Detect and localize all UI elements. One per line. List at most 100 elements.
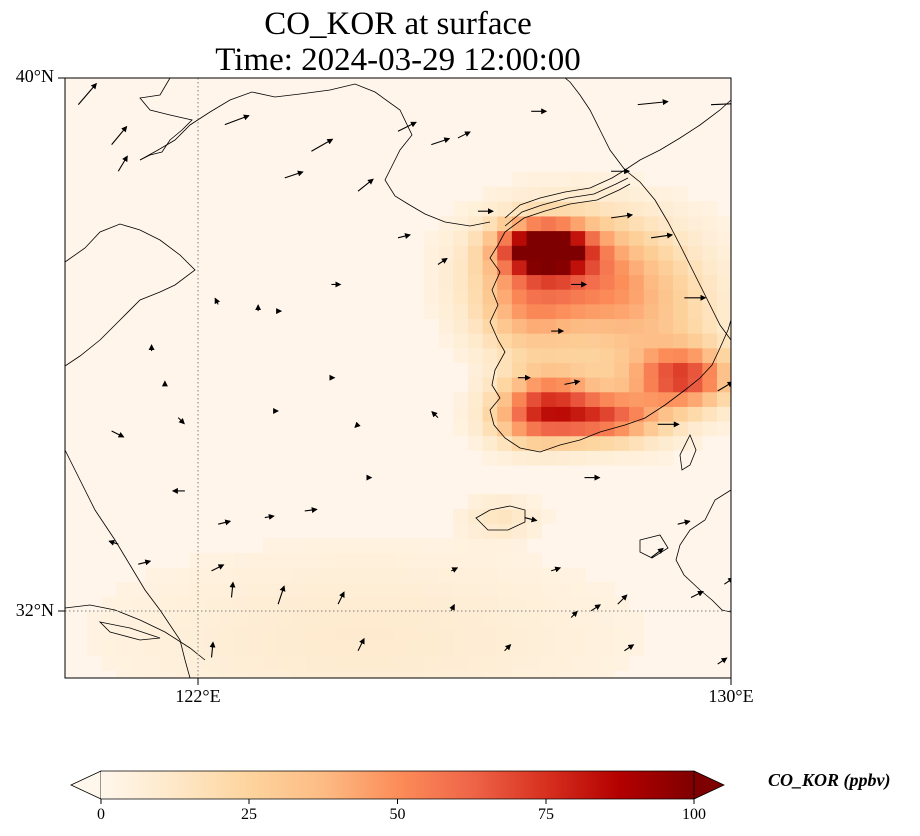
heat-cell bbox=[453, 274, 469, 290]
heat-cell bbox=[570, 567, 586, 583]
coastline-korea-border-3 bbox=[504, 183, 631, 233]
heat-cell bbox=[673, 377, 689, 393]
heat-cell bbox=[732, 377, 747, 392]
heat-cell bbox=[614, 259, 630, 276]
heat-cell bbox=[292, 552, 308, 569]
heat-cell bbox=[101, 626, 117, 642]
heat-cell bbox=[248, 655, 264, 671]
heat-cell bbox=[555, 626, 572, 642]
heat-cell bbox=[306, 552, 323, 569]
heat-cell bbox=[365, 626, 381, 642]
heat-cell bbox=[438, 303, 454, 320]
heat-cell bbox=[438, 274, 454, 290]
coastlines bbox=[65, 78, 731, 678]
heat-cell bbox=[482, 450, 498, 466]
heat-cell bbox=[717, 318, 731, 334]
heat-cell bbox=[453, 655, 469, 671]
heat-cell bbox=[306, 567, 323, 583]
heat-cell bbox=[511, 303, 528, 320]
heat-cell bbox=[511, 362, 528, 378]
heat-cell bbox=[292, 670, 308, 678]
heat-cell bbox=[629, 420, 645, 437]
heat-cell bbox=[643, 201, 660, 217]
heat-cell bbox=[482, 333, 498, 349]
heat-cell bbox=[160, 596, 176, 613]
heat-cell bbox=[453, 289, 469, 305]
heat-cell bbox=[233, 582, 249, 598]
heat-cell bbox=[717, 215, 731, 232]
coastline-north-korea-east bbox=[564, 78, 626, 171]
heat-cell bbox=[541, 333, 557, 349]
heat-cell bbox=[732, 245, 747, 260]
heat-cell bbox=[717, 377, 731, 393]
heat-cell bbox=[482, 303, 498, 320]
heat-cell bbox=[511, 201, 528, 217]
heat-cell bbox=[145, 582, 161, 598]
heat-cell bbox=[570, 655, 586, 671]
heat-cell bbox=[467, 611, 484, 627]
heat-cell bbox=[482, 435, 498, 451]
heat-cell bbox=[277, 582, 293, 598]
heat-cell bbox=[570, 274, 586, 290]
heat-cell bbox=[629, 201, 645, 217]
heat-cell bbox=[658, 245, 674, 261]
wind-arrow bbox=[611, 212, 634, 219]
heat-cell bbox=[511, 377, 528, 393]
heat-cell bbox=[541, 245, 557, 261]
coastline-north-korea-east-2 bbox=[624, 99, 731, 171]
heat-cell bbox=[497, 215, 513, 232]
heat-cell bbox=[306, 596, 323, 613]
heat-cell bbox=[453, 333, 469, 349]
heat-cell bbox=[218, 670, 235, 678]
heat-cell bbox=[453, 420, 469, 437]
chart-subtitle-time: Time: 2024-03-29 12:00:00 bbox=[215, 42, 581, 78]
heat-cell bbox=[585, 420, 601, 437]
heat-cell bbox=[526, 318, 542, 334]
heat-cell bbox=[673, 245, 689, 261]
heat-cell bbox=[336, 611, 352, 627]
wind-arrow bbox=[117, 155, 128, 172]
colorbar-gradient bbox=[101, 771, 694, 799]
heat-cell bbox=[262, 567, 279, 583]
heat-cell bbox=[643, 435, 660, 451]
heat-cell bbox=[423, 538, 440, 554]
heat-cell bbox=[599, 230, 616, 246]
heat-cell bbox=[204, 552, 220, 569]
heat-cell bbox=[614, 245, 630, 261]
heat-cell bbox=[687, 391, 703, 407]
colorbar-label-100: 100 bbox=[682, 806, 706, 823]
heat-cell bbox=[453, 611, 469, 627]
wind-arrow bbox=[710, 103, 731, 106]
heat-cell bbox=[732, 392, 747, 407]
heat-cell bbox=[702, 230, 718, 246]
heat-cell bbox=[453, 582, 469, 598]
wind-arrow bbox=[264, 513, 275, 520]
heat-cell bbox=[453, 552, 469, 569]
heat-cell bbox=[570, 215, 586, 232]
heat-cell bbox=[423, 655, 440, 671]
heat-cell bbox=[629, 230, 645, 246]
heat-cell bbox=[687, 406, 703, 422]
heat-cell bbox=[409, 552, 425, 569]
heat-cell bbox=[453, 215, 469, 232]
heat-cell bbox=[423, 567, 440, 583]
heat-cell bbox=[497, 186, 513, 202]
heat-cell bbox=[174, 655, 191, 671]
heat-cell bbox=[482, 377, 498, 393]
heat-cell bbox=[629, 318, 645, 334]
heat-cell bbox=[658, 406, 674, 422]
heat-cell bbox=[482, 523, 498, 539]
heat-cell bbox=[585, 435, 601, 451]
heat-cell bbox=[658, 333, 674, 349]
wind-arrow bbox=[138, 559, 152, 566]
heat-cell bbox=[336, 670, 352, 678]
heat-cell bbox=[643, 333, 660, 349]
heat-cell bbox=[687, 318, 703, 334]
heat-cell bbox=[497, 523, 513, 539]
heat-cell bbox=[423, 259, 440, 276]
heat-cell bbox=[497, 435, 513, 451]
wind-arrow bbox=[431, 137, 451, 146]
heat-cell bbox=[526, 670, 542, 678]
gridlines bbox=[65, 78, 731, 678]
heat-cell bbox=[541, 640, 557, 657]
